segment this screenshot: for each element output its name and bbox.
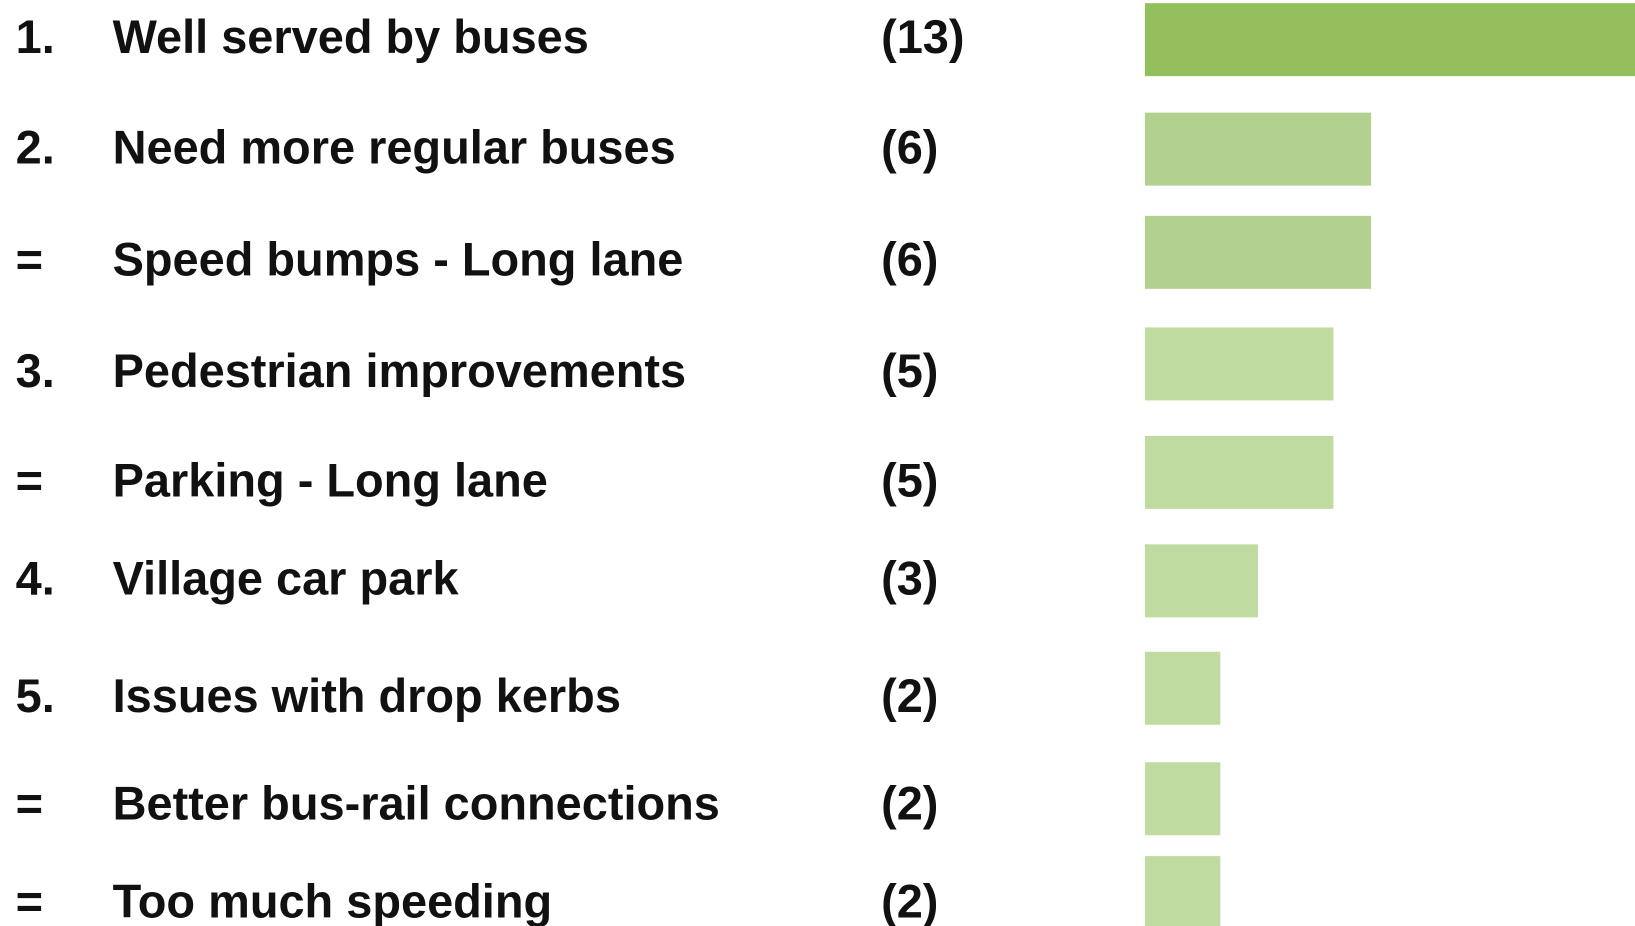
value-label: (5) xyxy=(881,454,938,506)
bar xyxy=(1144,651,1221,725)
bar xyxy=(1144,762,1221,836)
rank: = xyxy=(16,233,43,285)
bar xyxy=(1144,856,1221,926)
rank: = xyxy=(16,454,43,506)
value-label: (3) xyxy=(881,552,938,604)
value-label: (5) xyxy=(881,345,938,397)
value-label: (13) xyxy=(881,11,964,63)
category-label: Too much speeding xyxy=(113,876,553,926)
category-label: Issues with drop kerbs xyxy=(113,670,621,722)
rank: 5. xyxy=(16,670,55,722)
bar xyxy=(1144,3,1635,77)
category-label: Need more regular buses xyxy=(113,122,676,174)
category-label: Pedestrian improvements xyxy=(113,345,687,397)
value-label: (2) xyxy=(881,778,938,830)
bar xyxy=(1144,327,1334,401)
value-label: (2) xyxy=(881,876,938,926)
category-label: Well served by buses xyxy=(113,11,589,63)
bar xyxy=(1144,544,1259,618)
rank: 1. xyxy=(16,11,55,63)
bar xyxy=(1144,435,1334,509)
category-label: Parking - Long lane xyxy=(113,454,548,506)
category-label: Better bus-rail connections xyxy=(113,778,720,830)
bar xyxy=(1144,215,1372,289)
rank: = xyxy=(16,778,43,830)
value-label: (2) xyxy=(881,670,938,722)
rank: 2. xyxy=(16,122,55,174)
value-label: (6) xyxy=(881,122,938,174)
category-label: Speed bumps - Long lane xyxy=(113,233,684,285)
category-label: Village car park xyxy=(113,552,460,604)
bar xyxy=(1144,112,1372,186)
rank: 4. xyxy=(16,552,55,604)
value-label: (6) xyxy=(881,233,938,285)
rank: = xyxy=(16,876,43,926)
rank: 3. xyxy=(16,345,55,397)
